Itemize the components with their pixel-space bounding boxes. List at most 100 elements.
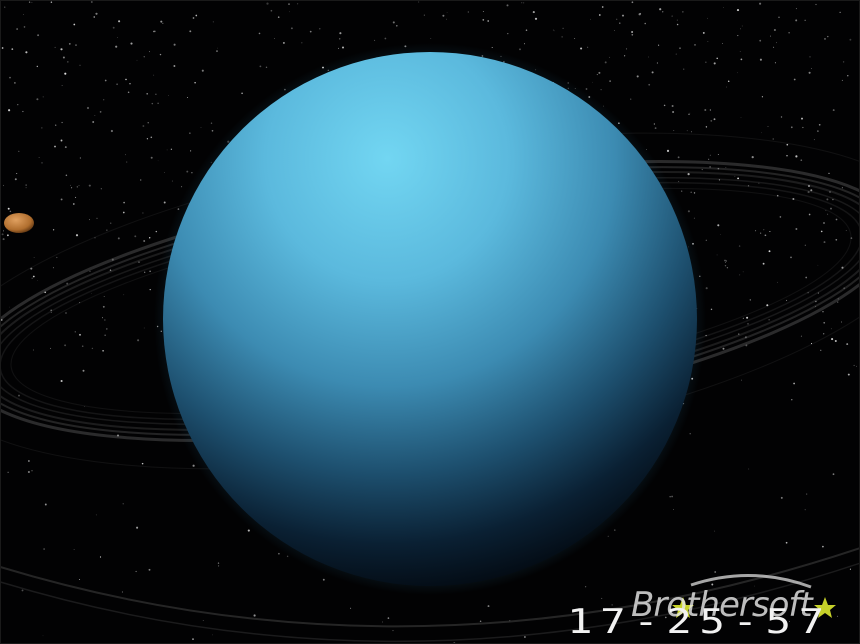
- star: [804, 244, 806, 246]
- star: [742, 317, 744, 319]
- star: [793, 78, 796, 81]
- star: [142, 212, 144, 214]
- star: [788, 32, 790, 34]
- star: [141, 462, 144, 465]
- star: [705, 126, 708, 128]
- star: [1, 233, 4, 236]
- star: [171, 180, 173, 182]
- star: [704, 109, 707, 111]
- star: [737, 177, 739, 180]
- star: [726, 86, 728, 88]
- star: [270, 9, 273, 12]
- star: [678, 180, 680, 183]
- star: [288, 11, 290, 13]
- star: [639, 12, 642, 15]
- star: [143, 56, 145, 58]
- star: [56, 256, 58, 259]
- star: [509, 620, 511, 622]
- star: [210, 122, 213, 124]
- star: [710, 120, 713, 122]
- star: [532, 11, 535, 14]
- star: [609, 56, 611, 58]
- star: [790, 256, 792, 259]
- star: [822, 311, 824, 313]
- star: [830, 207, 832, 210]
- star: [653, 123, 656, 125]
- star: [442, 14, 445, 17]
- star: [148, 51, 150, 53]
- star: [60, 139, 63, 142]
- star: [837, 301, 839, 303]
- star: [18, 394, 20, 397]
- star: [793, 382, 795, 385]
- star: [194, 82, 196, 84]
- star: [155, 93, 157, 95]
- star: [79, 579, 81, 580]
- star: [136, 59, 138, 61]
- star: [590, 18, 592, 20]
- star: [350, 607, 352, 609]
- star: [849, 568, 851, 570]
- star: [689, 432, 691, 435]
- planet: [163, 52, 697, 586]
- star: [93, 16, 95, 18]
- star: [277, 16, 280, 18]
- star: [79, 333, 81, 336]
- star: [786, 143, 789, 146]
- star: [339, 32, 342, 35]
- star: [50, 347, 52, 349]
- star: [734, 175, 736, 177]
- star: [722, 43, 723, 44]
- star: [104, 334, 106, 336]
- star: [23, 26, 26, 28]
- star: [648, 56, 649, 58]
- star: [818, 123, 821, 126]
- star: [33, 257, 35, 259]
- star: [21, 589, 24, 592]
- star: [159, 53, 162, 56]
- star: [89, 219, 90, 221]
- star: [754, 585, 755, 587]
- star: [770, 35, 771, 37]
- star: [103, 296, 105, 298]
- star: [845, 230, 847, 232]
- star: [60, 48, 63, 51]
- star: [149, 237, 151, 239]
- star: [170, 148, 173, 150]
- star: [611, 604, 613, 606]
- star: [791, 399, 793, 401]
- star: [835, 218, 838, 221]
- star: [716, 254, 718, 256]
- star: [117, 237, 120, 240]
- star: [682, 11, 684, 13]
- star: [392, 21, 395, 24]
- star: [789, 621, 790, 622]
- star: [218, 565, 220, 567]
- star: [828, 172, 830, 175]
- star: [192, 464, 195, 467]
- star: [679, 47, 681, 49]
- star: [777, 281, 778, 283]
- star: [190, 150, 192, 152]
- star: [830, 328, 832, 330]
- star: [150, 156, 153, 159]
- star: [846, 343, 849, 346]
- star: [25, 184, 27, 186]
- star: [675, 53, 677, 55]
- star: [598, 14, 601, 16]
- star: [62, 56, 65, 59]
- star: [688, 113, 690, 115]
- star: [265, 66, 268, 69]
- star: [173, 43, 176, 46]
- star: [707, 41, 709, 42]
- star: [163, 171, 165, 173]
- star: [147, 122, 149, 124]
- star: [676, 19, 678, 21]
- star: [430, 38, 432, 39]
- star: [61, 121, 63, 124]
- star: [467, 11, 469, 13]
- star: [143, 327, 145, 329]
- star: [7, 207, 10, 210]
- star: [123, 201, 125, 204]
